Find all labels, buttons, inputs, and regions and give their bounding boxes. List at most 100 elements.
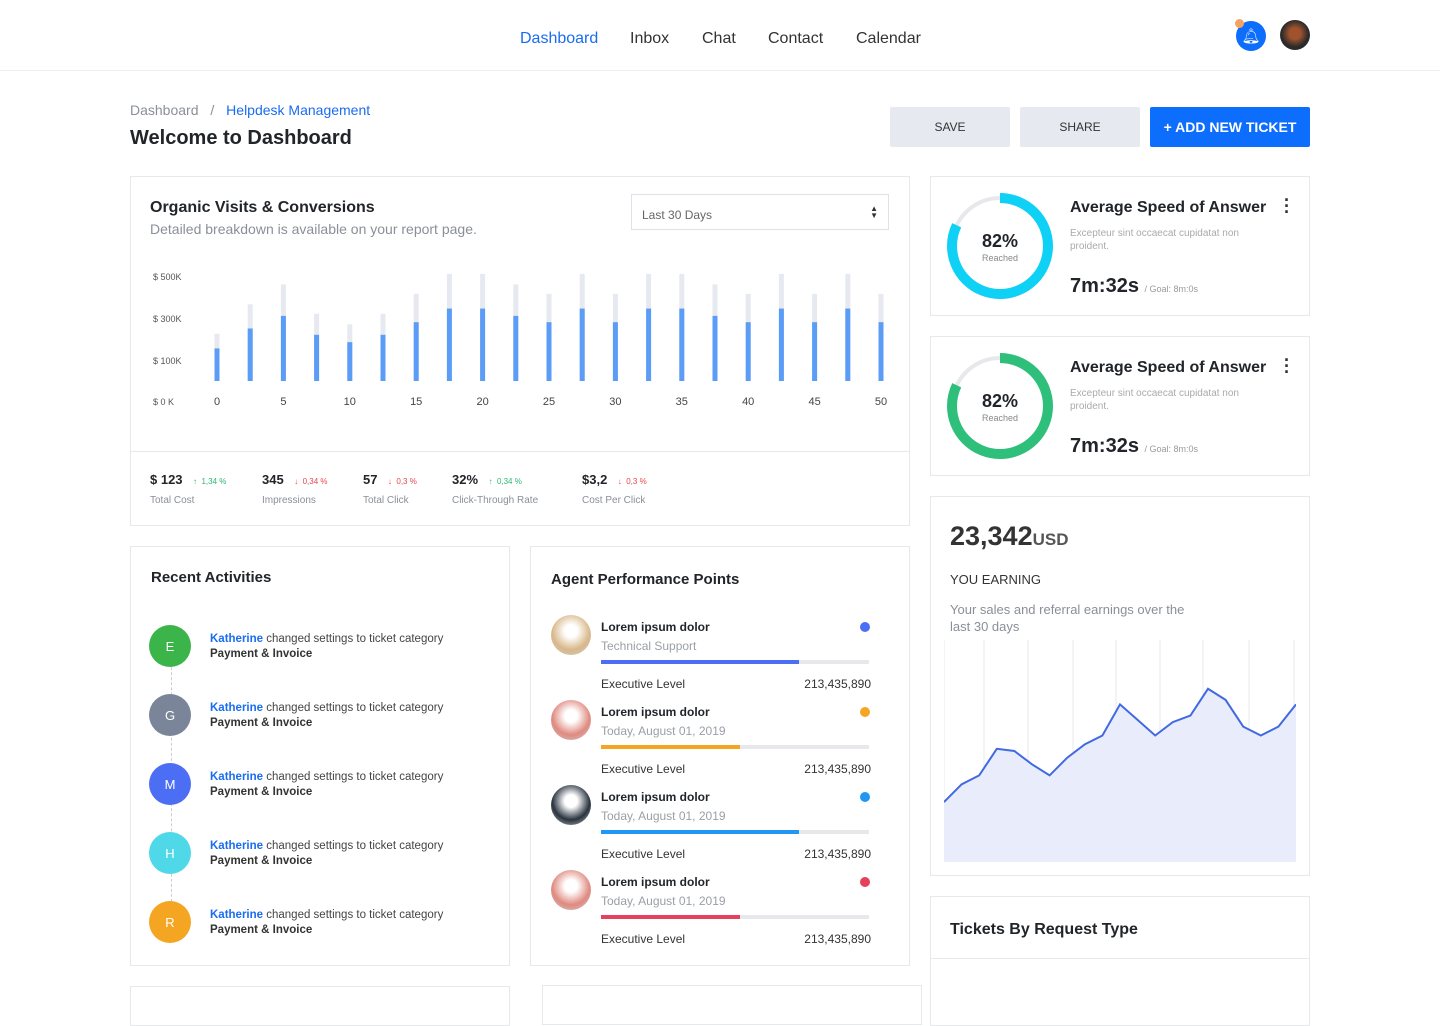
bar-conversions: [779, 309, 784, 381]
y-tick-label: $ 300K: [153, 314, 182, 324]
activity-action: changed settings to ticket category: [263, 771, 443, 783]
agent-progress-fill: [601, 830, 799, 834]
agent-name: Lorem ipsum dolor: [601, 875, 710, 889]
range-select-value: Last 30 Days: [642, 208, 712, 222]
arrow-down-icon: ↓: [388, 477, 392, 486]
kpi-label: Total Click: [363, 495, 417, 506]
bottom-card: [542, 985, 922, 1025]
bar-conversions: [679, 309, 684, 381]
arrow-up-icon: ↑: [488, 477, 492, 486]
earning-label: YOU EARNING: [950, 572, 1041, 587]
agent-name: Lorem ipsum dolor: [601, 705, 710, 719]
y-tick-label: $ 100K: [153, 356, 182, 366]
speed-time: 7m:32s / Goal: 8m:0s: [1070, 435, 1198, 458]
nav-chat[interactable]: Chat: [702, 30, 736, 48]
agent-item: Lorem ipsum dolor Today, August 01, 2019…: [551, 700, 871, 775]
agent-progress-fill: [601, 915, 740, 919]
agent-name: Lorem ipsum dolor: [601, 790, 710, 804]
kpi-item: $3,2 ↓ 0,3 % Cost Per Click: [582, 471, 647, 506]
top-navbar: Dashboard Inbox Chat Contact Calendar 🔔︎: [0, 0, 1440, 71]
agent-item: Lorem ipsum dolor Today, August 01, 2019…: [551, 785, 871, 860]
kpi-value: 32%: [452, 472, 478, 487]
range-select[interactable]: Last 30 Days ▲▼: [631, 194, 889, 230]
earning-desc: Your sales and referral earnings over th…: [950, 601, 1190, 635]
activity-item: H Katherine changed settings to ticket c…: [149, 832, 489, 874]
breadcrumb-separator: /: [210, 102, 214, 118]
agent-points: 213,435,890: [804, 932, 871, 946]
kpi-item: 32% ↑ 0,34 % Click-Through Rate: [452, 471, 538, 506]
bottom-card: [130, 986, 510, 1026]
nav-dashboard[interactable]: Dashboard: [520, 30, 598, 48]
agent-avatar: [551, 785, 591, 825]
agent-progress-bar: [601, 745, 869, 749]
activity-user-link[interactable]: Katherine: [210, 771, 263, 783]
kpi-value: $ 123: [150, 472, 183, 487]
agent-subtitle: Today, August 01, 2019: [601, 724, 726, 738]
activity-avatar: G: [149, 694, 191, 736]
agent-avatar: [551, 870, 591, 910]
activity-user-link[interactable]: Katherine: [210, 702, 263, 714]
y-tick-label: $ 0 K: [153, 397, 174, 407]
kpi-item: 57 ↓ 0,3 % Total Click: [363, 471, 417, 506]
kpi-change: 0,3 %: [396, 477, 416, 486]
activity-user-link[interactable]: Katherine: [210, 840, 263, 852]
visits-title: Organic Visits & Conversions: [150, 199, 375, 217]
breadcrumb-root[interactable]: Dashboard: [130, 102, 199, 118]
activity-category: Payment & Invoice: [210, 924, 312, 936]
agent-subtitle: Technical Support: [601, 639, 696, 653]
bar-conversions: [613, 322, 618, 381]
agents-title: Agent Performance Points: [551, 571, 739, 588]
divider: [931, 958, 1309, 959]
bar-conversions: [215, 348, 220, 381]
speed-card: 82% Reached Average Speed of Answer ··· …: [930, 336, 1310, 476]
x-tick-label: 50: [875, 396, 887, 408]
nav-calendar[interactable]: Calendar: [856, 30, 921, 48]
kpi-value: 345: [262, 472, 284, 487]
speed-time-value: 7m:32s: [1070, 435, 1139, 457]
kpi-label: Click-Through Rate: [452, 495, 538, 506]
bar-conversions: [580, 309, 585, 381]
kpi-label: Impressions: [262, 495, 328, 506]
agent-points: 213,435,890: [804, 677, 871, 691]
activity-action: changed settings to ticket category: [263, 633, 443, 645]
user-avatar[interactable]: [1280, 20, 1310, 50]
speed-title: Average Speed of Answer: [1070, 199, 1266, 217]
breadcrumb: Dashboard / Helpdesk Management: [130, 102, 370, 118]
activity-action: changed settings to ticket category: [263, 702, 443, 714]
x-tick-label: 15: [410, 396, 422, 408]
activity-text: Katherine changed settings to ticket cat…: [210, 632, 443, 662]
bar-conversions: [381, 335, 386, 381]
agent-level: Executive Level: [601, 847, 685, 861]
ring-label: Reached: [945, 253, 1055, 263]
status-dot: [860, 707, 870, 717]
breadcrumb-current[interactable]: Helpdesk Management: [226, 102, 370, 118]
speed-goal: / Goal: 8m:0s: [1145, 284, 1199, 294]
arrow-down-icon: ↓: [294, 477, 298, 486]
earning-area-chart: [944, 640, 1296, 864]
tickets-card: Tickets By Request Type: [930, 896, 1310, 1026]
activity-text: Katherine changed settings to ticket cat…: [210, 701, 443, 731]
activity-user-link[interactable]: Katherine: [210, 909, 263, 921]
kpi-value: 57: [363, 472, 377, 487]
save-button[interactable]: SAVE: [890, 107, 1010, 147]
bar-conversions: [248, 329, 253, 382]
x-tick-label: 30: [609, 396, 621, 408]
activity-user-link[interactable]: Katherine: [210, 633, 263, 645]
add-ticket-button[interactable]: + ADD NEW TICKET: [1150, 107, 1310, 147]
more-options-icon[interactable]: ···: [1284, 357, 1290, 375]
x-tick-label: 10: [344, 396, 356, 408]
bar-conversions: [314, 335, 319, 381]
bar-conversions: [281, 316, 286, 381]
activity-category: Payment & Invoice: [210, 717, 312, 729]
agent-level: Executive Level: [601, 932, 685, 946]
share-button[interactable]: SHARE: [1020, 107, 1140, 147]
more-options-icon[interactable]: ···: [1284, 197, 1290, 215]
page-title: Welcome to Dashboard: [130, 127, 352, 150]
status-dot: [860, 877, 870, 887]
agent-subtitle: Today, August 01, 2019: [601, 809, 726, 823]
nav-inbox[interactable]: Inbox: [630, 30, 669, 48]
x-tick-label: 45: [808, 396, 820, 408]
bar-conversions: [547, 322, 552, 381]
nav-contact[interactable]: Contact: [768, 30, 823, 48]
ring-label: Reached: [945, 413, 1055, 423]
